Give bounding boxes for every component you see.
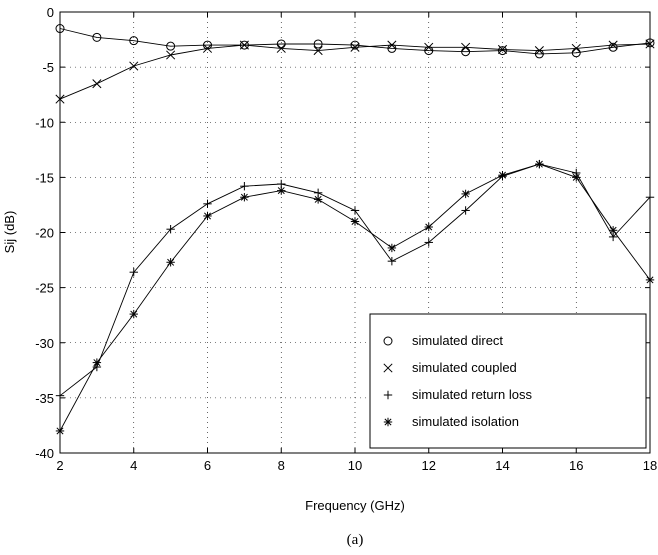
legend-marker-simulated-direct [383, 336, 393, 346]
legend-label-isolation: simulated isolation [412, 414, 519, 429]
y-axis-label: Sij (dB) [2, 211, 17, 254]
series-line-simulated-direct [59, 28, 651, 55]
data-point-simulated-direct [498, 46, 507, 56]
data-point-simulated-isolation [313, 195, 323, 204]
x-tick-label: 12 [422, 458, 436, 473]
data-point-simulated-return-loss [387, 256, 397, 266]
y-tick-label: -20 [35, 226, 54, 241]
y-tick-label: -15 [35, 170, 54, 185]
x-tick-label: 6 [204, 458, 211, 473]
data-point-simulated-return-loss [461, 206, 470, 215]
data-point-simulated-isolation [129, 309, 138, 319]
data-point-simulated-return-loss [645, 193, 655, 202]
data-point-simulated-isolation [387, 243, 397, 253]
data-point-simulated-direct [129, 36, 139, 46]
x-tick-label: 8 [278, 458, 285, 473]
legend-label-return-loss: simulated return loss [412, 387, 532, 402]
data-point-simulated-isolation [461, 189, 470, 199]
legend-marker-simulated-coupled [383, 363, 393, 373]
legend-label-direct: simulated direct [412, 333, 503, 348]
data-point-simulated-direct [92, 32, 102, 42]
series-simulated-direct [55, 24, 655, 59]
y-tick-label: -40 [35, 446, 54, 461]
series-simulated-coupled [55, 39, 655, 104]
series-simulated-return-loss [55, 159, 655, 400]
data-point-simulated-return-loss [350, 206, 360, 215]
y-tick-label: -5 [42, 60, 54, 75]
series-simulated-isolation [55, 159, 655, 436]
data-point-simulated-isolation [424, 222, 433, 232]
x-tick-label: 4 [130, 458, 137, 473]
data-point-simulated-return-loss [129, 267, 138, 277]
data-point-simulated-coupled [202, 43, 213, 53]
legend: simulated direct simulated coupled simul… [369, 313, 647, 449]
y-tick-label: -30 [35, 336, 54, 351]
data-point-simulated-coupled [608, 40, 618, 50]
x-tick-label: 2 [56, 458, 63, 473]
data-point-simulated-return-loss [166, 224, 175, 234]
x-tick-label: 18 [643, 458, 657, 473]
data-point-simulated-return-loss [203, 199, 212, 209]
y-tick-label: -25 [35, 281, 54, 296]
y-tick-label: -35 [35, 391, 54, 406]
data-point-simulated-return-loss [424, 238, 433, 247]
data-point-simulated-coupled [387, 40, 397, 50]
figure-caption: (a) [347, 532, 364, 548]
legend-marker-simulated-isolation [383, 417, 393, 427]
data-point-simulated-coupled [424, 42, 434, 52]
data-point-simulated-isolation [498, 170, 507, 180]
data-point-simulated-coupled [55, 94, 65, 104]
data-point-simulated-isolation [203, 211, 212, 221]
y-tick-label: -10 [35, 115, 54, 130]
legend-box [369, 313, 647, 449]
data-point-simulated-isolation [166, 258, 175, 267]
data-point-simulated-coupled [239, 40, 249, 50]
data-point-simulated-direct [608, 42, 618, 52]
data-point-simulated-isolation [572, 173, 581, 182]
ticks: 2 4 6 8 10 12 14 16 18 0 -5 -10 -15 -20 -25 -30 -35 -40 [35, 5, 657, 473]
data-point-simulated-direct [645, 38, 655, 48]
data-point-simulated-direct [350, 40, 360, 50]
data-point-simulated-coupled [92, 79, 102, 89]
data-point-simulated-coupled [497, 44, 508, 55]
data-point-simulated-coupled [350, 42, 360, 52]
data-point-simulated-coupled [276, 43, 286, 53]
x-tick-label: 14 [495, 458, 509, 473]
data-point-simulated-coupled [571, 43, 581, 53]
data-point-simulated-direct [55, 24, 65, 34]
data-point-simulated-isolation [55, 426, 65, 436]
legend-markers [383, 336, 393, 427]
data-point-simulated-isolation [608, 226, 618, 235]
data-point-simulated-coupled [313, 46, 323, 56]
series-group [55, 24, 655, 436]
data-point-simulated-isolation [277, 186, 286, 195]
data-point-simulated-coupled [166, 50, 176, 60]
x-tick-label: 10 [348, 458, 362, 473]
grid [60, 12, 650, 453]
data-point-simulated-coupled [645, 39, 655, 49]
data-point-simulated-isolation [535, 159, 544, 169]
data-point-simulated-isolation [92, 358, 102, 367]
data-point-simulated-direct [313, 39, 323, 49]
x-axis-label: Frequency (GHz) [305, 498, 405, 513]
data-point-simulated-isolation [645, 275, 655, 285]
y-tick-label: 0 [47, 5, 54, 20]
data-point-simulated-coupled [534, 46, 544, 56]
x-tick-label: 16 [569, 458, 583, 473]
data-point-simulated-coupled [461, 42, 471, 52]
data-point-simulated-isolation [350, 217, 360, 226]
legend-label-coupled: simulated coupled [412, 360, 517, 375]
data-point-simulated-return-loss [55, 391, 65, 400]
data-point-simulated-isolation [240, 193, 249, 202]
data-point-simulated-direct [166, 41, 176, 51]
legend-marker-simulated-return-loss [383, 390, 393, 400]
data-point-simulated-return-loss [240, 181, 249, 191]
data-point-simulated-coupled [129, 61, 139, 71]
